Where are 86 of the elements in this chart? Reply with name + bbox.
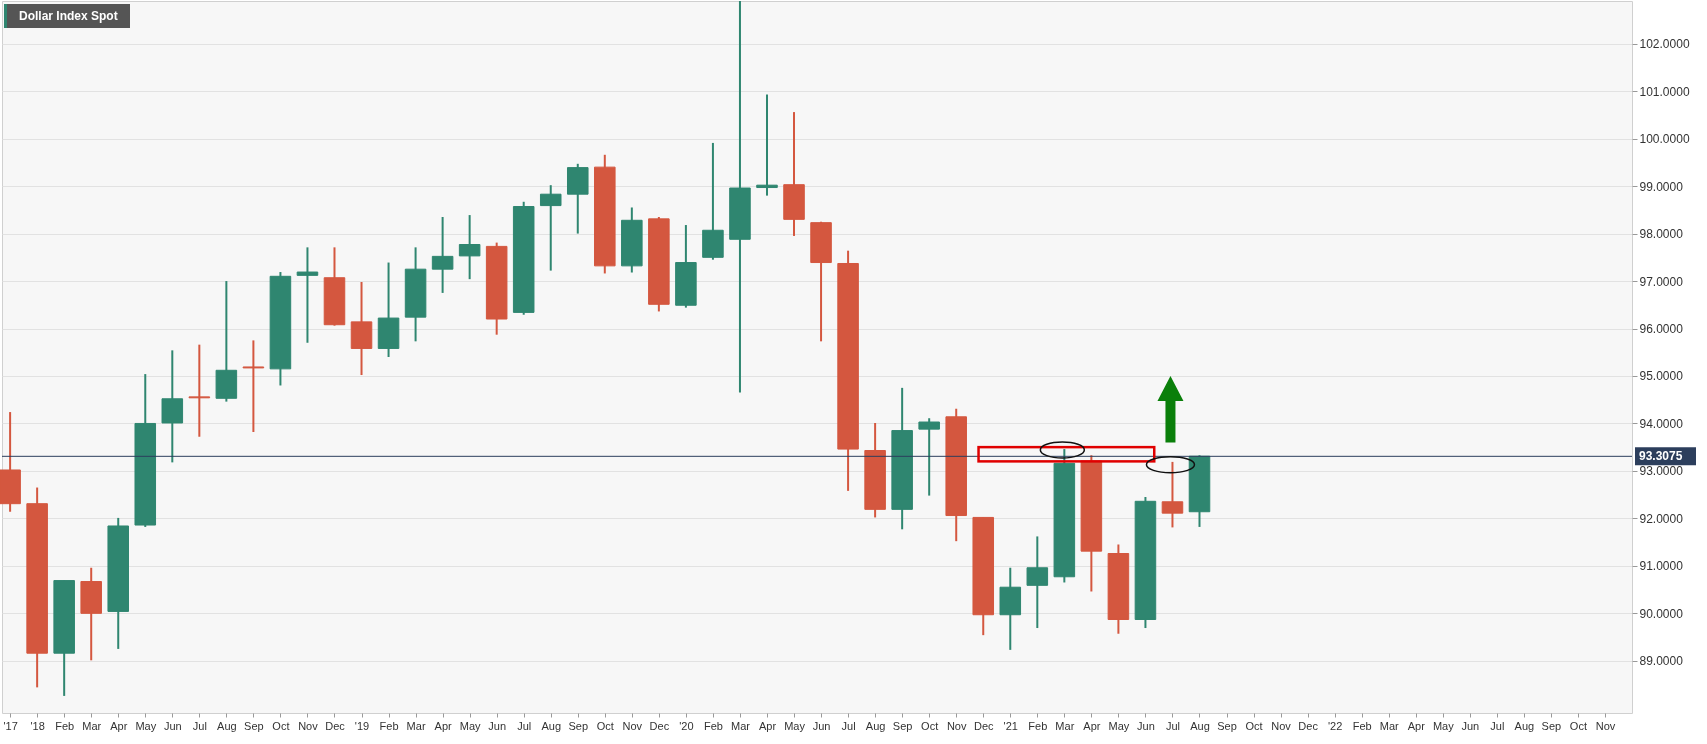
y-tick-label: 96.0000 — [1639, 322, 1684, 337]
x-tick-label: Jun — [1137, 719, 1155, 732]
x-tick-label: Jul — [517, 719, 532, 732]
y-tick-label: 94.0000 — [1639, 416, 1684, 431]
x-tick-label: Sep — [568, 719, 589, 732]
x-tick-label: Mar — [406, 719, 426, 732]
candlestick — [431, 215, 454, 294]
x-tick-label: Aug — [217, 719, 237, 732]
y-tick-label: 100.0000 — [1639, 132, 1690, 147]
candlestick — [1161, 460, 1184, 529]
candlestick — [756, 93, 778, 197]
y-tick-label: 92.0000 — [1639, 511, 1684, 526]
x-tick-label: '20 — [679, 719, 694, 732]
x-tick-label: Nov — [298, 719, 319, 732]
x-tick-label: Jun — [163, 719, 182, 732]
candlestick — [242, 339, 265, 433]
x-tick-label: '18 — [30, 719, 45, 732]
x-tick-label: Dec — [325, 719, 346, 732]
y-tick-label: 99.0000 — [1639, 179, 1684, 194]
y-tick-label: 98.0000 — [1639, 227, 1684, 242]
x-tick-label: Sep — [1217, 719, 1237, 732]
x-tick-label: Sep — [892, 719, 913, 732]
text: Dollar Index Spot — [4, 4, 130, 28]
y-tick-label: 91.0000 — [1639, 559, 1684, 574]
x-tick-label: May — [784, 719, 806, 732]
x-tick-label: Sep — [1541, 719, 1562, 732]
x-tick-label: Nov — [622, 719, 643, 732]
x-tick-label: Mar — [730, 719, 751, 732]
candlestick — [1026, 535, 1049, 630]
candlestick — [918, 417, 940, 497]
candlestick — [539, 184, 562, 272]
x-tick-label: Mar — [1379, 719, 1400, 732]
x-tick-label: Aug — [541, 719, 562, 732]
x-tick-label: Apr — [1407, 719, 1426, 732]
y-tick-label: 97.0000 — [1639, 274, 1684, 289]
x-tick-label: Apr — [1083, 719, 1101, 732]
x-tick-label: Nov — [1271, 719, 1292, 732]
x-tick-label: Oct — [1569, 719, 1587, 732]
y-tick-label: 89.0000 — [1639, 654, 1684, 669]
x-tick-label: Feb — [379, 719, 399, 732]
x-tick-label: Dec — [1298, 719, 1319, 732]
x-tick-label: Nov — [1595, 719, 1616, 732]
ref-line-label: 93.3075 — [1639, 449, 1683, 464]
y-tick-label: 90.0000 — [1639, 606, 1684, 621]
x-tick-label: May — [1108, 719, 1130, 732]
x-tick-label: Sep — [244, 719, 264, 732]
x-tick-label: May — [135, 719, 157, 732]
x-tick-label: May — [1432, 719, 1455, 732]
x-tick-label: Apr — [434, 719, 453, 732]
y-tick-label: 101.0000 — [1639, 84, 1690, 99]
x-tick-label: Mar — [1055, 719, 1075, 732]
candlestick — [188, 343, 211, 438]
x-tick-label: Jul — [1490, 719, 1505, 732]
candlestick — [458, 214, 481, 281]
x-tick-label: '19 — [354, 719, 370, 732]
x-tick-label: Feb — [1028, 719, 1048, 732]
x-tick-label: Apr — [110, 719, 128, 732]
x-tick-label: Jun — [1461, 719, 1480, 732]
x-tick-label: Jun — [812, 719, 831, 732]
x-tick-label: Feb — [703, 719, 723, 732]
y-tick-label: 93.0000 — [1639, 464, 1684, 479]
x-tick-label: Jul — [1165, 719, 1180, 732]
x-tick-label: May — [459, 719, 482, 732]
y-tick-label: 95.0000 — [1639, 369, 1684, 384]
x-tick-label: Oct — [596, 719, 614, 732]
x-tick-label: Dec — [649, 719, 670, 732]
x-tick-label: Aug — [1190, 719, 1210, 732]
x-tick-label: Mar — [82, 719, 102, 732]
x-tick-label: Aug — [865, 719, 886, 732]
x-tick-label: Feb — [55, 719, 75, 732]
candlestick — [296, 246, 319, 344]
x-tick-label: Jul — [192, 719, 207, 732]
x-tick-label: Feb — [1352, 719, 1372, 732]
x-tick-label: '17 — [3, 719, 18, 732]
x-tick-label: '21 — [1003, 719, 1018, 732]
x-tick-label: Dec — [973, 719, 995, 732]
x-tick-label: Aug — [1514, 719, 1535, 732]
x-tick-label: Jun — [488, 719, 507, 732]
x-tick-label: Oct — [1245, 719, 1263, 732]
y-tick-label: 102.0000 — [1639, 37, 1690, 52]
x-tick-label: Nov — [946, 719, 967, 732]
x-tick-label: '22 — [1327, 719, 1343, 732]
x-tick-label: Jul — [841, 719, 856, 732]
x-tick-label: Apr — [758, 719, 777, 732]
x-tick-label: Oct — [921, 719, 939, 732]
x-tick-label: Oct — [272, 719, 290, 732]
